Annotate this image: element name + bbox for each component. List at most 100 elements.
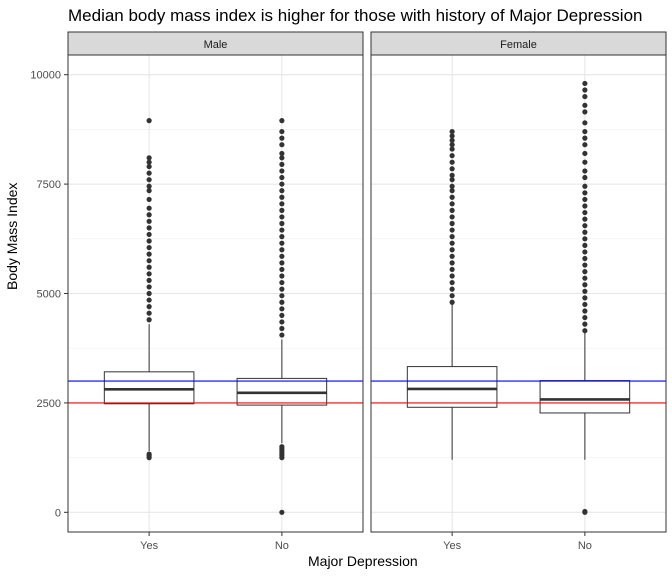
outlier-point (279, 286, 285, 292)
outlier-point (582, 174, 588, 181)
outlier-point (582, 229, 588, 235)
outlier-point (279, 155, 285, 161)
outlier-point (279, 214, 285, 220)
outlier-point (449, 227, 455, 233)
outlier-point (449, 286, 455, 292)
outlier-point (146, 196, 152, 203)
y-axis-label: Body Mass Index (4, 182, 20, 290)
outlier-point (582, 203, 588, 209)
outlier-point (279, 260, 285, 266)
x-tick-label: Yes (443, 540, 461, 552)
outlier-point (582, 223, 588, 229)
outlier-point (279, 299, 285, 305)
outlier-point (279, 325, 285, 332)
outlier-point (146, 290, 152, 297)
outlier-point (449, 260, 455, 266)
outlier-point (279, 253, 285, 259)
outlier-point (279, 509, 285, 515)
outlier-point (449, 214, 455, 220)
outlier-point (582, 328, 588, 334)
outlier-point (449, 253, 455, 259)
outlier-point (279, 234, 285, 240)
outlier-point (582, 80, 588, 87)
outlier-point (279, 220, 285, 227)
outlier-point (146, 238, 152, 244)
outlier-point (582, 236, 588, 242)
outlier-point (449, 207, 455, 213)
outlier-point (582, 120, 588, 126)
x-tick-label: No (275, 540, 289, 552)
outlier-point (279, 227, 285, 233)
outlier-point (582, 321, 588, 327)
outlier-point (582, 102, 588, 108)
facet-strip-label: Male (204, 39, 228, 51)
outlier-point (582, 196, 588, 203)
x-tick-label: No (578, 540, 592, 552)
outlier-point (582, 216, 588, 222)
outlier-point (279, 444, 285, 450)
outlier-point (146, 218, 152, 224)
outlier-point (279, 128, 285, 135)
outlier-point (146, 451, 152, 457)
outlier-point (146, 304, 152, 310)
x-tick-label: Yes (140, 540, 158, 552)
outlier-point (582, 142, 588, 148)
outlier-point (146, 284, 152, 290)
outlier-point (449, 153, 455, 159)
outlier-point (279, 150, 285, 157)
outlier-point (449, 234, 455, 240)
outlier-point (449, 166, 455, 172)
outlier-point (279, 201, 285, 207)
outlier-point (146, 231, 152, 238)
outlier-point (279, 332, 285, 338)
y-tick-label: 10000 (30, 70, 61, 82)
outlier-point (582, 249, 588, 255)
outlier-point (146, 163, 152, 170)
outlier-point (449, 247, 455, 253)
outlier-point (146, 264, 152, 270)
outlier-point (279, 266, 285, 273)
outlier-point (146, 205, 152, 211)
outlier-point (449, 220, 455, 227)
outlier-point (279, 174, 285, 181)
outlier-point (279, 181, 285, 187)
outlier-point (279, 118, 285, 124)
outlier-point (449, 266, 455, 273)
outlier-point (449, 299, 455, 305)
outlier-point (449, 159, 455, 165)
outlier-point (279, 135, 285, 141)
panel-border (67, 54, 364, 533)
outlier-point (449, 137, 455, 143)
outlier-point (449, 188, 455, 194)
outlier-point (449, 177, 455, 183)
outlier-point (582, 275, 588, 281)
outlier-point (279, 207, 285, 213)
box (539, 380, 631, 414)
outlier-point (146, 170, 152, 176)
outlier-point (582, 288, 588, 294)
y-tick-label: 5000 (37, 289, 61, 301)
outlier-point (582, 168, 588, 174)
outlier-point (146, 155, 152, 161)
outlier-point (449, 240, 455, 246)
facet-strip-label: Female (500, 39, 537, 51)
outlier-point (146, 118, 152, 124)
y-tick-label: 0 (55, 507, 61, 519)
outlier-point (279, 161, 285, 168)
outlier-point (582, 209, 588, 216)
outlier-point (279, 279, 285, 286)
outlier-point (449, 133, 455, 139)
outlier-point (279, 142, 285, 148)
outlier-point (582, 128, 588, 135)
outlier-point (449, 172, 455, 178)
outlier-point (449, 201, 455, 207)
outlier-point (146, 244, 152, 251)
outlier-point (279, 306, 285, 312)
outlier-point (279, 194, 285, 200)
outlier-point (582, 242, 588, 248)
outlier-point (582, 508, 588, 515)
outlier-point (582, 269, 588, 275)
outlier-point (146, 225, 152, 231)
outlier-point (279, 168, 285, 174)
